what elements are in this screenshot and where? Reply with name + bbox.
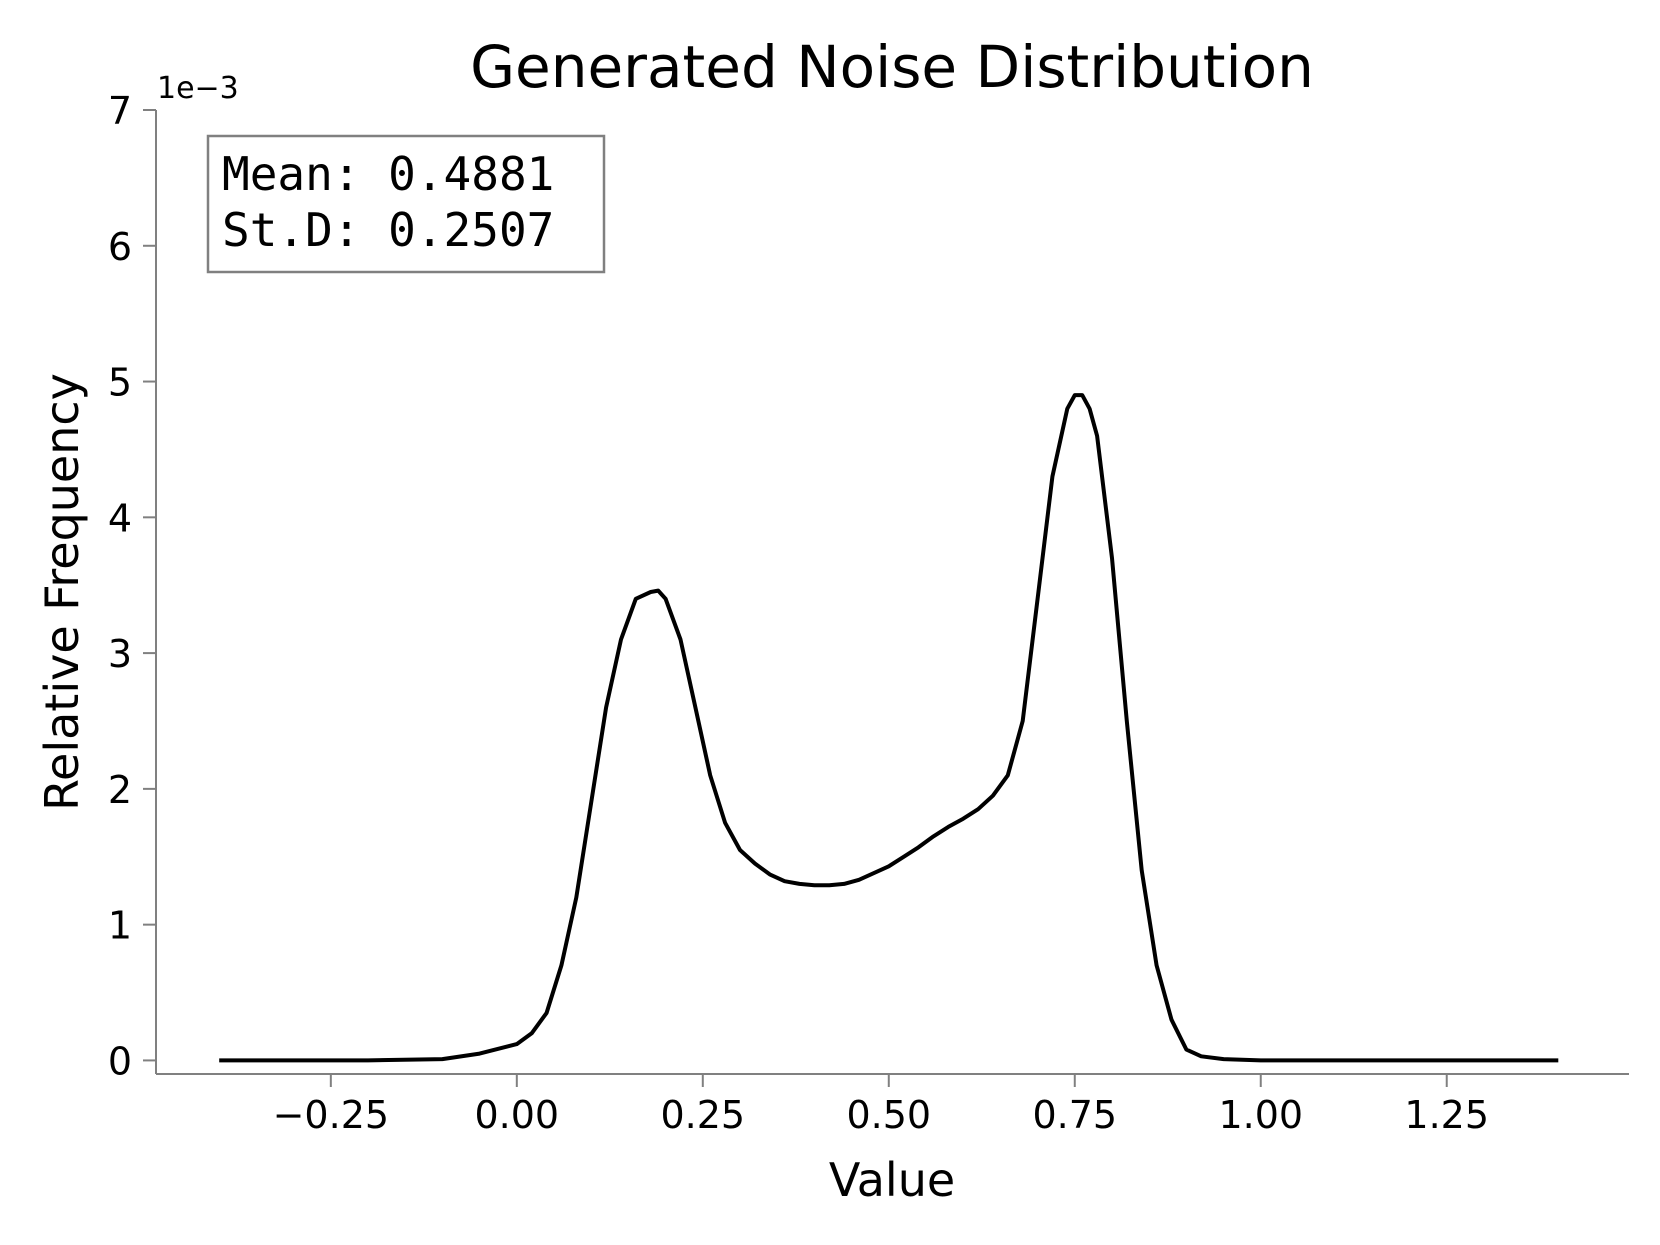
x-tick-label: 0.75	[1032, 1093, 1117, 1137]
stats-std: St.D: 0.2507	[222, 203, 554, 257]
y-tick-label: 2	[108, 768, 132, 812]
y-tick-label: 0	[108, 1039, 132, 1083]
x-tick-label: 0.25	[660, 1093, 745, 1137]
y-ticks: 0 1 2 3 4 5 6 7	[108, 89, 156, 1083]
y-axis-label: Relative Frequency	[35, 373, 89, 811]
x-tick-label: 0.50	[846, 1093, 931, 1137]
y-tick-label: 4	[108, 496, 132, 540]
y-tick-label: 5	[108, 361, 132, 405]
y-tick-label: 7	[108, 89, 132, 133]
stats-box: Mean: 0.4881 St.D: 0.2507	[206, 134, 606, 274]
chart-title: Generated Noise Distribution	[470, 33, 1314, 101]
distribution-line	[219, 393, 1559, 1063]
y-tick-label: 3	[108, 632, 132, 676]
x-ticks: −0.25 0.00 0.25 0.50 0.75 1.00 1.25	[273, 1074, 1489, 1137]
x-axis-label: Value	[829, 1153, 955, 1207]
stats-box-frame	[206, 134, 606, 274]
y-offset-label: 1e−3	[157, 71, 239, 106]
y-tick-label: 1	[108, 904, 132, 948]
stats-mean: Mean: 0.4881	[222, 147, 554, 201]
x-tick-label: −0.25	[273, 1093, 389, 1137]
x-tick-label: 1.25	[1404, 1093, 1489, 1137]
y-tick-label: 6	[108, 225, 132, 269]
x-tick-label: 0.00	[475, 1093, 560, 1137]
x-tick-label: 1.00	[1218, 1093, 1303, 1137]
